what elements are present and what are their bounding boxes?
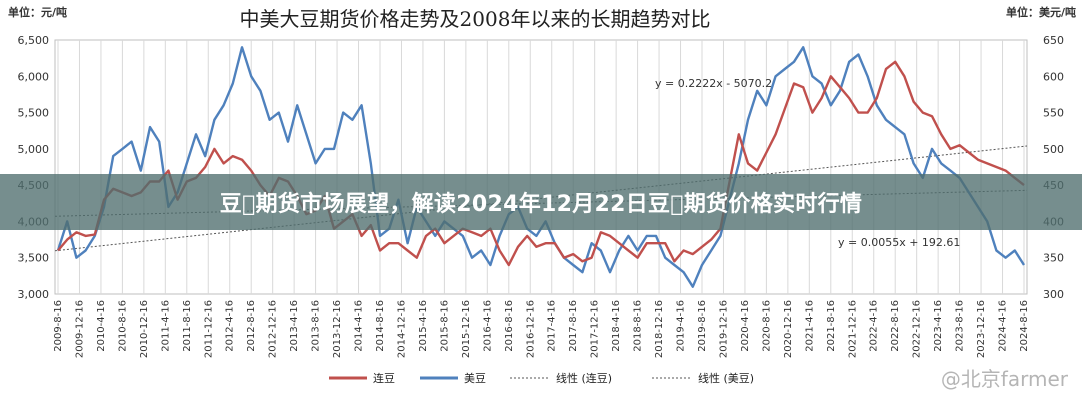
x-tick-label: 2014-4-16 <box>354 300 365 352</box>
headline-banner: 豆 期货市场展望，解读2024年12月22日豆 期货价格实时行情 <box>0 174 1082 230</box>
x-tick-label: 2016-8-16 <box>504 300 515 352</box>
x-tick-label: 2013-8-16 <box>311 300 322 352</box>
x-tick-label: 2022-12-16 <box>912 300 923 358</box>
x-tick-label: 2011-12-16 <box>203 300 214 358</box>
x-tick-label: 2023-8-16 <box>955 300 966 352</box>
y-right-tick-label: 500 <box>1043 143 1064 156</box>
x-tick-label: 2017-12-16 <box>590 300 601 358</box>
chart-title: 中美大豆期货价格走势及2008年以来的长期趋势对比 <box>240 7 711 31</box>
x-tick-label: 2020-4-16 <box>740 300 751 352</box>
right-unit-label: 单位：美元/吨 <box>1006 5 1076 19</box>
x-tick-label: 2010-12-16 <box>139 300 150 358</box>
legend-label-meidou: 美豆 <box>464 372 486 385</box>
x-tick-label: 2009-12-16 <box>74 300 85 358</box>
x-tick-label: 2017-8-16 <box>568 300 579 352</box>
y-left-tick-label: 6,000 <box>18 70 50 83</box>
y-left-tick-label: 3,500 <box>18 252 50 265</box>
x-tick-label: 2015-12-16 <box>461 300 472 358</box>
x-tick-label: 2024-4-16 <box>998 300 1009 352</box>
legend-label-liandou: 连豆 <box>373 372 395 385</box>
x-tick-label: 2015-4-16 <box>418 300 429 352</box>
x-tick-label: 2020-8-16 <box>761 300 772 352</box>
x-tick-label: 2019-8-16 <box>697 300 708 352</box>
x-tick-label: 2011-4-16 <box>160 300 171 352</box>
left-unit-label: 单位：元/吨 <box>8 5 67 19</box>
x-tick-label: 2018-4-16 <box>611 300 622 352</box>
x-tick-label: 2021-8-16 <box>826 300 837 352</box>
x-tick-label: 2018-8-16 <box>633 300 644 352</box>
x-tick-label: 2010-4-16 <box>96 300 107 352</box>
x-tick-label: 2019-12-16 <box>718 300 729 358</box>
x-tick-label: 2013-4-16 <box>289 300 300 352</box>
x-tick-label: 2016-12-16 <box>525 300 536 358</box>
x-tick-label: 2012-8-16 <box>246 300 257 352</box>
y-left-tick-label: 6,500 <box>18 34 50 47</box>
equation-meidou: y = 0.0055x + 192.61 <box>838 236 960 249</box>
y-right-tick-label: 600 <box>1043 70 1064 83</box>
x-tick-label: 2022-4-16 <box>869 300 880 352</box>
x-tick-label: 2018-12-16 <box>654 300 665 358</box>
plot-area <box>54 39 1028 295</box>
y-right-tick-label: 650 <box>1043 34 1064 47</box>
vertical-gridlines <box>57 40 1025 294</box>
x-tick-label: 2024-8-16 <box>1019 300 1030 352</box>
watermark: @北京farmer <box>940 367 1068 391</box>
legend: 连豆 美豆 线性 (连豆) 线性 (美豆) <box>329 371 754 385</box>
x-tick-label: 2012-12-16 <box>268 300 279 358</box>
legend-label-trend-liandou: 线性 (连豆) <box>556 371 612 385</box>
x-tick-label: 2023-4-16 <box>933 300 944 352</box>
x-tick-label: 2012-4-16 <box>225 300 236 352</box>
series-line-liandou <box>57 60 1025 267</box>
x-tick-label: 2015-8-16 <box>439 300 450 352</box>
y-left-tick-label: 5,500 <box>18 107 50 120</box>
x-tick-label: 2014-12-16 <box>396 300 407 358</box>
x-axis: 2009-8-16 2009-12-16 2010-4-16 2010-8-16 201… <box>53 300 1030 358</box>
headline-text: 豆 期货市场展望，解读2024年12月22日豆 期货价格实时行情 <box>219 192 863 217</box>
x-tick-label: 2014-8-16 <box>375 300 386 352</box>
y-left-tick-label: 3,000 <box>18 288 50 301</box>
right-y-axis: 650600550500450400350300 <box>1043 34 1064 301</box>
x-tick-label: 2020-12-16 <box>783 300 794 358</box>
y-left-tick-label: 5,000 <box>18 143 50 156</box>
x-tick-label: 2023-12-16 <box>976 300 987 358</box>
y-right-tick-label: 300 <box>1043 288 1064 301</box>
legend-label-trend-meidou: 线性 (美豆) <box>698 371 754 385</box>
x-tick-label: 2013-12-16 <box>332 300 343 358</box>
x-tick-label: 2019-4-16 <box>676 300 687 352</box>
x-tick-label: 2010-8-16 <box>117 300 128 352</box>
x-tick-label: 2021-4-16 <box>804 300 815 352</box>
x-tick-label: 2022-8-16 <box>890 300 901 352</box>
x-tick-label: 2017-4-16 <box>547 300 558 352</box>
y-right-tick-label: 350 <box>1043 252 1064 265</box>
x-tick-label: 2009-8-16 <box>53 300 64 352</box>
x-tick-label: 2021-12-16 <box>847 300 858 358</box>
y-right-tick-label: 550 <box>1043 107 1064 120</box>
x-tick-label: 2016-4-16 <box>482 300 493 352</box>
x-tick-label: 2011-8-16 <box>182 300 193 352</box>
equation-liandou: y = 0.2222x - 5070.2 <box>655 77 772 90</box>
